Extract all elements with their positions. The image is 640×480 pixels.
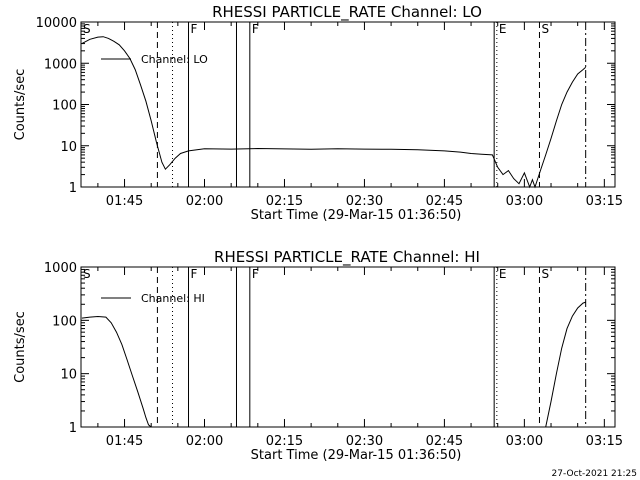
x-tick-label: 02:00 xyxy=(186,434,223,449)
x-axis-label: Start Time (29-Mar-15 01:36:50) xyxy=(251,208,462,223)
y-tick-label: 1000 xyxy=(44,57,77,72)
x-tick-label: 01:45 xyxy=(106,194,143,209)
y-tick-label: 1 xyxy=(69,421,77,436)
event-flag-label: F xyxy=(252,22,259,36)
event-flag-label: S xyxy=(541,22,549,36)
y-tick-label: 10 xyxy=(60,140,77,155)
y-tick-label: 1 xyxy=(69,181,77,196)
x-tick-label: 02:30 xyxy=(346,194,383,209)
legend-label: Channel: LO xyxy=(141,53,208,66)
x-tick-label: 03:15 xyxy=(586,434,623,449)
x-tick-label: 02:15 xyxy=(266,194,303,209)
x-tick-label: 02:45 xyxy=(426,194,463,209)
chart-title: RHESSI PARTICLE_RATE Channel: HI xyxy=(214,248,480,267)
y-tick-label: 1000 xyxy=(44,261,77,276)
x-axis-label: Start Time (29-Mar-15 01:36:50) xyxy=(251,448,462,463)
legend-label: Channel: HI xyxy=(141,292,205,305)
y-tick-label: 100 xyxy=(52,314,77,329)
y-tick-label: 100 xyxy=(52,99,77,114)
plot-frame xyxy=(80,266,616,428)
series-line xyxy=(81,36,587,189)
x-tick-label: 03:00 xyxy=(506,434,543,449)
event-flag-label: S xyxy=(83,22,91,36)
plot-lo: RHESSI PARTICLE_RATE Channel: LO 1 10 100 10… xyxy=(13,3,623,223)
event-flag-label: F xyxy=(191,267,198,281)
plot-frame xyxy=(80,21,616,188)
x-tick-label: 03:00 xyxy=(506,194,543,209)
footer-timestamp: 27-Oct-2021 21:25 xyxy=(552,469,637,479)
y-tick-label: 10000 xyxy=(36,16,77,31)
chart-title: RHESSI PARTICLE_RATE Channel: LO xyxy=(212,3,482,22)
plot-hi: RHESSI PARTICLE_RATE Channel: HI 1 10 100 10… xyxy=(13,248,623,463)
x-tick-label: 01:45 xyxy=(106,434,143,449)
event-flag-label: F xyxy=(191,22,198,36)
y-tick-label: 10 xyxy=(60,368,77,383)
series-line xyxy=(81,301,586,428)
x-tick-label: 03:15 xyxy=(586,194,623,209)
x-tick-label: 02:30 xyxy=(346,434,383,449)
event-flag-label: E xyxy=(499,22,507,36)
event-flag-label: S xyxy=(541,267,549,281)
y-axis-label: Counts/sec xyxy=(13,311,28,383)
x-tick-label: 02:00 xyxy=(186,194,223,209)
event-flag-label: S xyxy=(83,267,91,281)
event-flag-label: E xyxy=(499,267,507,281)
y-axis-label: Counts/sec xyxy=(13,69,28,141)
x-tick-label: 02:45 xyxy=(426,434,463,449)
event-flag-label: F xyxy=(252,267,259,281)
x-tick-label: 02:15 xyxy=(266,434,303,449)
